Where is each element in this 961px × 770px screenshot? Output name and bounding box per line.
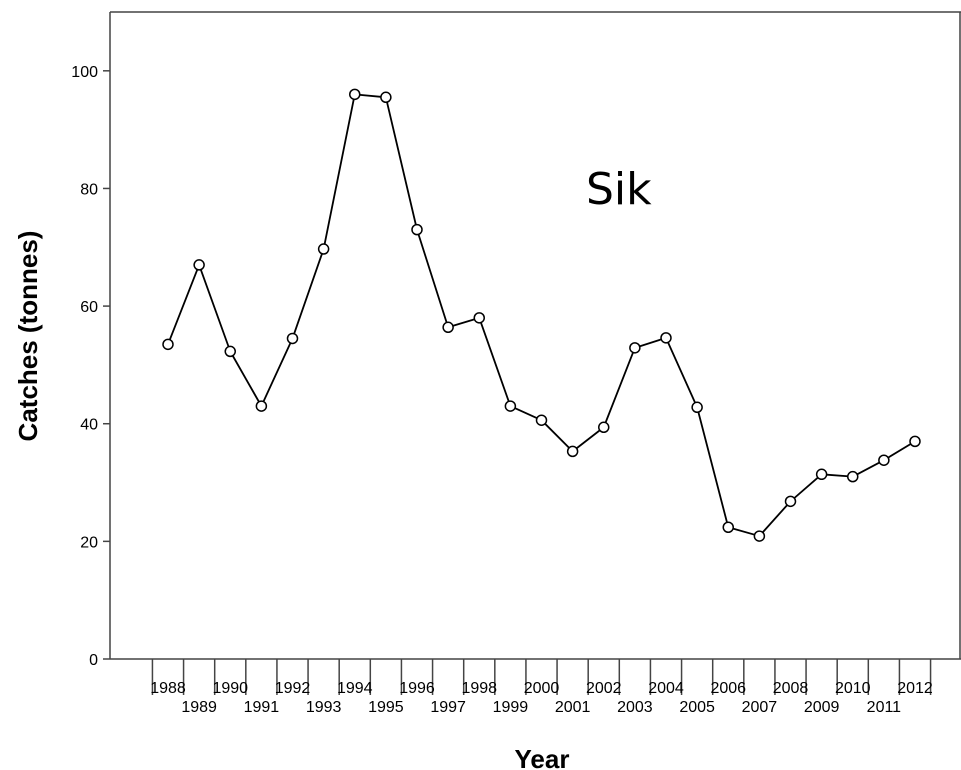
series-layer: [162, 88, 921, 542]
y-tick-label: 20: [80, 534, 98, 551]
x-tick-label: 1995: [368, 699, 404, 716]
data-point: [660, 332, 672, 344]
x-tick-label: 1999: [493, 699, 529, 716]
data-point: [286, 332, 299, 345]
x-tick-label: 1998: [461, 680, 497, 697]
data-point: [442, 321, 454, 334]
x-tick-label: 2002: [586, 680, 622, 697]
data-point: [224, 345, 236, 358]
x-tick-label: 2003: [617, 699, 653, 716]
data-point: [535, 414, 548, 426]
y-tick-label: 0: [89, 652, 98, 669]
y-tick-label: 100: [71, 64, 98, 81]
data-point: [473, 312, 485, 324]
x-tick-label: 1996: [399, 680, 435, 697]
data-point: [255, 400, 268, 412]
chart-annotation: Sik: [586, 164, 652, 215]
data-point: [380, 91, 392, 104]
data-point: [847, 470, 859, 483]
data-point: [753, 530, 766, 542]
data-point: [629, 342, 641, 354]
x-tick-label: 2004: [648, 680, 684, 697]
x-tick-label: 1988: [150, 680, 186, 697]
x-tick-label: 2008: [773, 680, 809, 697]
data-point: [909, 435, 921, 448]
data-point: [784, 495, 797, 508]
series-line: [167, 93, 916, 537]
x-axis-ticks: 1988 1989 1990 1991 1992 1993 1994 1995 1996 1997…: [150, 659, 933, 716]
x-tick-label: 2011: [867, 699, 902, 716]
data-point: [162, 338, 174, 351]
y-axis-title: Catches (tonnes): [13, 231, 43, 442]
data-point: [566, 445, 579, 458]
x-tick-label: 2012: [897, 680, 933, 697]
x-tick-label: 1997: [430, 699, 466, 716]
x-axis-title: Year: [515, 744, 570, 770]
x-tick-label: 2001: [555, 699, 591, 716]
x-tick-label: 1989: [181, 699, 217, 716]
x-tick-label: 1994: [337, 680, 373, 697]
x-tick-label: 1991: [244, 699, 280, 716]
x-tick-label: 2006: [710, 680, 746, 697]
x-tick-label: 2010: [835, 680, 871, 697]
data-point: [691, 401, 703, 414]
data-point: [317, 243, 330, 255]
y-tick-label: 60: [80, 299, 98, 316]
data-point: [598, 421, 610, 434]
data-point: [878, 454, 890, 466]
data-point: [411, 223, 423, 236]
plot-frame: [109, 11, 961, 660]
data-point: [349, 88, 361, 101]
y-tick-label: 40: [80, 417, 98, 434]
x-tick-label: 2000: [524, 680, 560, 697]
x-tick-label: 2005: [679, 699, 715, 716]
x-tick-label: 1993: [306, 699, 342, 716]
data-point: [193, 259, 205, 271]
x-tick-label: 2007: [742, 699, 778, 716]
data-point: [815, 468, 828, 481]
data-point: [722, 521, 734, 533]
y-tick-label: 80: [80, 181, 98, 198]
x-tick-label: 1992: [275, 680, 311, 697]
y-axis-ticks: 0 20 40 60 80 100: [71, 64, 110, 669]
data-point: [504, 400, 517, 412]
x-tick-label: 2009: [804, 699, 840, 716]
x-tick-label: 1990: [212, 680, 248, 697]
